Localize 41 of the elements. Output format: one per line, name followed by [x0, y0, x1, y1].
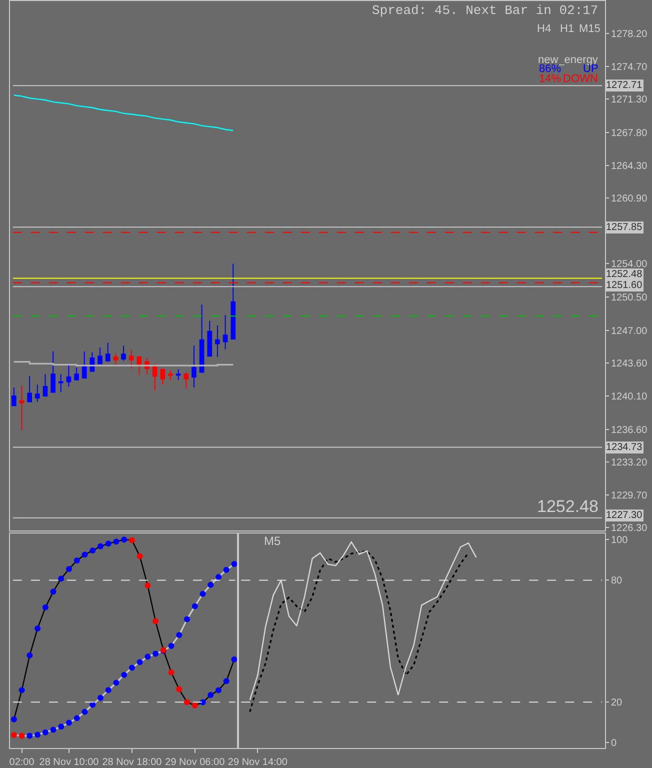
y-tick-label: 1274.70: [611, 62, 648, 74]
annotation: M15: [579, 23, 600, 35]
annotation: Spread: 45. Next Bar in 02:17: [372, 3, 598, 18]
annotation: DOWN: [563, 73, 598, 85]
annotation: M5: [264, 534, 281, 548]
y-tick-label: 1271.30: [611, 94, 648, 106]
y-tick-label: 80: [611, 576, 623, 587]
x-tick-label: 28 Nov 18:00: [102, 757, 162, 768]
x-tick-label: 28 Nov 10:00: [39, 757, 100, 768]
ref-line-label: 1272.71: [606, 80, 643, 91]
annotation: new_energy: [538, 54, 598, 66]
annotation: H1: [560, 23, 574, 35]
y-tick-label: 1226.30: [611, 522, 648, 534]
annotation: 1252.48: [537, 497, 598, 516]
annotation: 86%: [539, 63, 562, 75]
y-tick-label: 1233.20: [611, 457, 648, 468]
y-tick-label: 1264.30: [611, 161, 648, 172]
y-tick-label: 20: [611, 698, 623, 709]
y-tick-label: 1260.90: [611, 194, 648, 205]
ref-line-label: 1257.85: [606, 222, 643, 233]
annotation: H4: [537, 23, 552, 35]
x-tick-label: 29 Nov 06:00: [165, 757, 226, 768]
y-tick-label: 1267.80: [611, 128, 648, 139]
x-tick-label: 29 Nov 14:00: [228, 757, 288, 768]
y-tick-label: 1278.20: [611, 28, 648, 40]
annotation: 14%: [539, 73, 562, 85]
ref-line-label: 1227.30: [606, 510, 643, 521]
y-tick-label: 0: [611, 738, 617, 750]
x-tick-label: 02:00: [9, 757, 35, 768]
ref-line-label: 1251.60: [606, 280, 643, 291]
y-tick-label: 1250.50: [611, 292, 648, 304]
ref-line-label: 1252.48: [606, 269, 643, 280]
y-tick-label: 1229.70: [611, 490, 648, 502]
y-tick-label: 1240.10: [611, 392, 648, 403]
y-tick-label: 1236.60: [611, 424, 648, 436]
ref-line-label: 1234.73: [606, 442, 643, 453]
y-tick-label: 1243.60: [611, 358, 648, 370]
annotation: UP: [583, 63, 598, 75]
y-tick-label: 1247.00: [611, 326, 648, 337]
y-tick-label: 1254.00: [611, 259, 648, 270]
y-tick-label: 100: [611, 535, 628, 546]
